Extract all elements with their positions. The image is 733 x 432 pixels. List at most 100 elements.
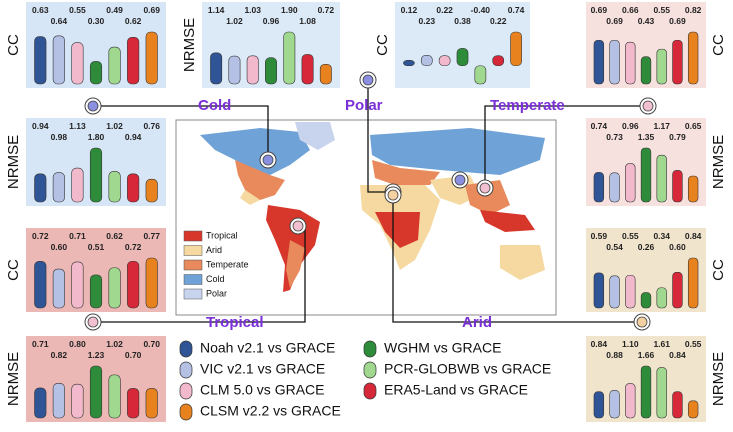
bar	[108, 46, 121, 85]
value-label: 0.66	[622, 5, 639, 15]
connector	[392, 195, 634, 323]
value-label: 0.55	[685, 339, 702, 349]
bar	[108, 374, 121, 419]
value-label: 0.22	[490, 16, 507, 26]
value-label: 0.84	[669, 350, 686, 360]
value-label: 1.80	[88, 132, 105, 142]
value-label: 0.62	[125, 16, 142, 26]
value-label: 0.72	[318, 5, 335, 15]
bar	[593, 272, 605, 309]
bar	[108, 171, 121, 203]
value-label: 1.10	[622, 339, 639, 349]
value-label: 1.61	[653, 339, 670, 349]
value-label: 0.23	[419, 16, 436, 26]
y-axis-label: NRMSE	[5, 135, 22, 189]
bar	[672, 39, 683, 85]
bar	[71, 42, 84, 85]
value-label: 0.79	[669, 132, 686, 142]
bar	[52, 172, 65, 203]
value-label: 0.82	[685, 5, 702, 15]
region-label: Arid	[462, 314, 492, 331]
value-label: 0.71	[32, 339, 49, 349]
value-label: 0.94	[32, 121, 49, 131]
bar	[71, 383, 84, 419]
region-label: Temperate	[490, 97, 565, 114]
bar	[89, 365, 103, 419]
region-marker-inner	[642, 100, 654, 112]
bar	[625, 383, 636, 419]
legend-label: ERA5-Land vs GRACE	[384, 382, 528, 398]
y-axis-label: CC	[374, 34, 391, 56]
value-label: 0.12	[401, 5, 418, 15]
value-label: 1.02	[106, 339, 123, 349]
value-label: 0.30	[88, 16, 105, 26]
value-label: 0.88	[606, 350, 623, 360]
bar	[34, 173, 47, 203]
value-label: 0.82	[51, 350, 68, 360]
bar	[640, 147, 652, 203]
bar	[265, 57, 277, 85]
bar	[52, 35, 65, 85]
value-label: 1.23	[88, 350, 105, 360]
map-legend-swatch	[183, 230, 203, 242]
bar	[672, 391, 683, 419]
region-label: Tropical	[206, 314, 264, 331]
bar	[640, 56, 652, 85]
bar	[34, 387, 47, 419]
bar	[89, 274, 103, 309]
bar	[609, 275, 620, 309]
bar	[687, 400, 699, 419]
value-label: 0.65	[685, 121, 702, 131]
value-label: 0.62	[106, 231, 123, 241]
bar	[228, 55, 241, 85]
y-axis-label: CC	[710, 34, 727, 56]
bar	[672, 271, 683, 309]
y-axis-label: CC	[710, 259, 727, 281]
value-label: 0.71	[69, 231, 86, 241]
value-label: 0.26	[638, 242, 655, 252]
bar	[34, 260, 47, 309]
legend-swatch	[179, 340, 193, 358]
value-label: 0.38	[454, 16, 471, 26]
region-marker-inner	[292, 220, 304, 232]
value-label: 0.63	[32, 5, 49, 15]
legend-label: PCR-GLOBWB vs GRACE	[384, 361, 551, 377]
bar	[656, 367, 667, 419]
bar	[127, 260, 140, 309]
bar	[625, 163, 636, 203]
bar	[625, 274, 636, 309]
region-label: Polar	[345, 97, 383, 114]
value-label: 0.94	[125, 132, 142, 142]
legend-label: VIC v2.1 vs GRACE	[200, 361, 325, 377]
bar	[656, 287, 667, 309]
bar	[108, 267, 121, 309]
region-marker-inner	[362, 74, 374, 86]
bar	[71, 167, 84, 203]
value-label: 1.35	[638, 132, 655, 142]
bar	[283, 31, 296, 85]
region-marker-inner	[479, 182, 491, 194]
value-label: 0.76	[143, 121, 160, 131]
legend-swatch	[363, 382, 377, 400]
legend-swatch	[179, 403, 193, 421]
value-label: 0.73	[606, 132, 623, 142]
region-marker-inner	[454, 174, 466, 186]
value-label: 0.51	[88, 242, 105, 252]
bar	[456, 48, 469, 67]
y-axis-label: NRMSE	[5, 352, 22, 406]
value-label: 1.90	[281, 5, 298, 15]
bar	[510, 31, 522, 67]
bar	[687, 257, 699, 309]
bar	[420, 54, 433, 67]
bar	[656, 154, 667, 203]
value-label: 0.98	[51, 132, 68, 142]
bar	[52, 268, 65, 309]
bar	[672, 170, 683, 203]
region-marker-inner	[387, 189, 399, 201]
bar	[145, 178, 158, 203]
value-label: 0.69	[143, 5, 160, 15]
legend-swatch	[179, 361, 193, 379]
bar	[127, 173, 140, 203]
y-axis-label: NRMSE	[710, 352, 727, 406]
